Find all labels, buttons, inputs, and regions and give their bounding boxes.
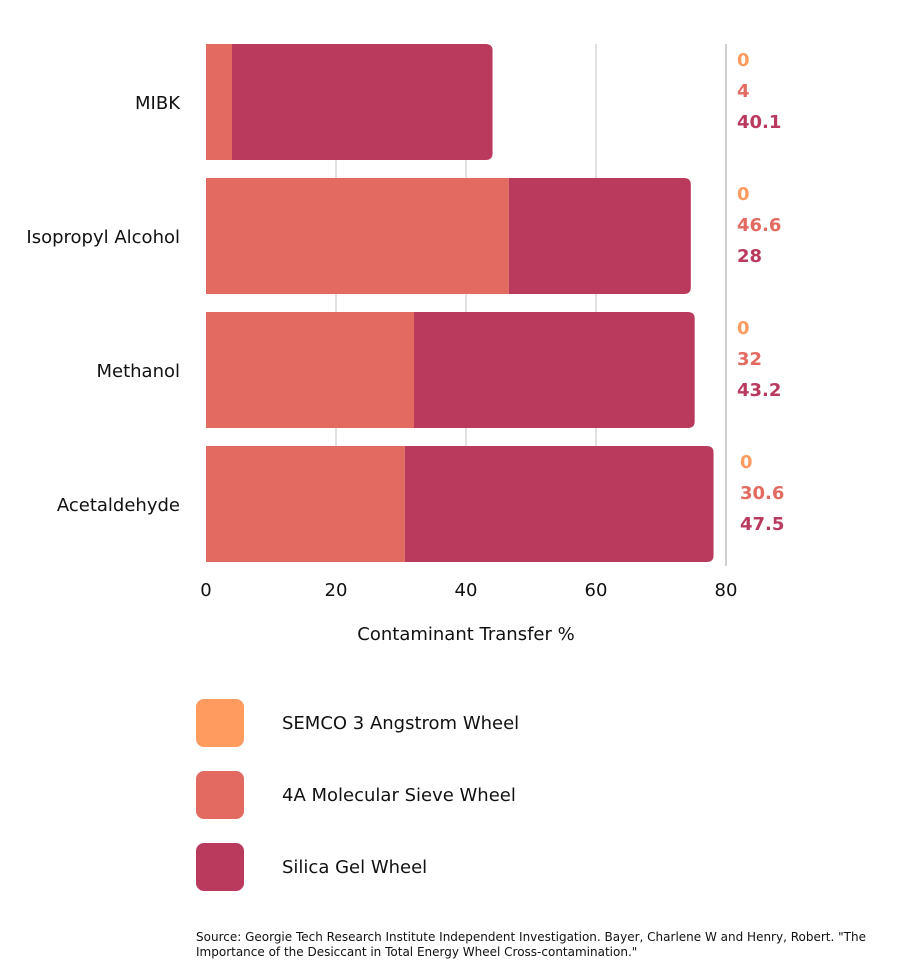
value-label-acetaldehyde-silica-gel-wheel: 47.5 bbox=[740, 514, 784, 535]
x-tick-label-40: 40 bbox=[455, 580, 478, 601]
x-tick-label-60: 60 bbox=[585, 580, 608, 601]
bar-acetaldehyde-silica-gel-wheel bbox=[404, 446, 714, 562]
legend-swatch-silica-gel bbox=[196, 843, 244, 891]
value-label-mibk-silica-gel-wheel: 40.1 bbox=[737, 112, 781, 133]
category-label-mibk: MIBK bbox=[135, 93, 181, 114]
value-label-acetaldehyde-semco-3-angstrom-wheel: 0 bbox=[740, 452, 753, 473]
category-label-isopropyl-alcohol: Isopropyl Alcohol bbox=[26, 227, 180, 248]
bar-mibk-silica-gel-wheel bbox=[232, 44, 493, 160]
x-tick-label-20: 20 bbox=[325, 580, 348, 601]
legend-swatch-semco bbox=[196, 699, 244, 747]
bar-acetaldehyde-4a-molecular-sieve-wheel bbox=[206, 446, 405, 562]
value-label-mibk-semco-3-angstrom-wheel: 0 bbox=[737, 50, 750, 71]
x-tick-labels: 0 20 40 60 80 bbox=[200, 580, 737, 601]
legend-item-molecular-sieve: 4A Molecular Sieve Wheel bbox=[196, 770, 519, 820]
legend-label-molecular-sieve: 4A Molecular Sieve Wheel bbox=[282, 784, 516, 806]
value-label-acetaldehyde-4a-molecular-sieve-wheel: 30.6 bbox=[740, 483, 784, 504]
category-labels: MIBK Isopropyl Alcohol Methanol Acetaldehyd… bbox=[26, 93, 181, 516]
value-label-isopropyl-alcohol-4a-molecular-sieve-wheel: 46.6 bbox=[737, 215, 781, 236]
bar-methanol-silica-gel-wheel bbox=[414, 312, 695, 428]
value-label-isopropyl-alcohol-semco-3-angstrom-wheel: 0 bbox=[737, 184, 750, 205]
legend: SEMCO 3 Angstrom Wheel 4A Molecular Siev… bbox=[196, 698, 519, 914]
legend-label-semco: SEMCO 3 Angstrom Wheel bbox=[282, 712, 520, 734]
category-label-methanol: Methanol bbox=[96, 361, 180, 382]
value-labels: 0 4 40.1 0 46.6 28 0 32 43.2 0 30.6 47.5 bbox=[737, 50, 784, 535]
x-axis-title: Contaminant Transfer % bbox=[357, 624, 575, 645]
x-tick-label-80: 80 bbox=[715, 580, 738, 601]
bar-group bbox=[206, 44, 714, 562]
value-label-methanol-silica-gel-wheel: 43.2 bbox=[737, 380, 781, 401]
legend-label-silica-gel: Silica Gel Wheel bbox=[282, 856, 428, 878]
x-tick-label-0: 0 bbox=[200, 580, 211, 601]
bar-methanol-4a-molecular-sieve-wheel bbox=[206, 312, 414, 428]
bar-mibk-4a-molecular-sieve-wheel bbox=[206, 44, 232, 160]
value-label-methanol-semco-3-angstrom-wheel: 0 bbox=[737, 318, 750, 339]
category-label-acetaldehyde: Acetaldehyde bbox=[57, 495, 180, 516]
legend-swatch-molecular-sieve bbox=[196, 771, 244, 819]
bar-isopropyl-alcohol-4a-molecular-sieve-wheel bbox=[206, 178, 509, 294]
value-label-methanol-4a-molecular-sieve-wheel: 32 bbox=[737, 349, 762, 370]
bar-isopropyl-alcohol-silica-gel-wheel bbox=[508, 178, 691, 294]
legend-item-silica-gel: Silica Gel Wheel bbox=[196, 842, 519, 892]
value-label-isopropyl-alcohol-silica-gel-wheel: 28 bbox=[737, 246, 762, 267]
value-label-mibk-4a-molecular-sieve-wheel: 4 bbox=[737, 81, 750, 102]
legend-item-semco: SEMCO 3 Angstrom Wheel bbox=[196, 698, 519, 748]
stacked-bar-chart: MIBK Isopropyl Alcohol Methanol Acetaldehyd… bbox=[26, 44, 784, 601]
source-citation: Source: Georgie Tech Research Institute … bbox=[196, 930, 866, 959]
